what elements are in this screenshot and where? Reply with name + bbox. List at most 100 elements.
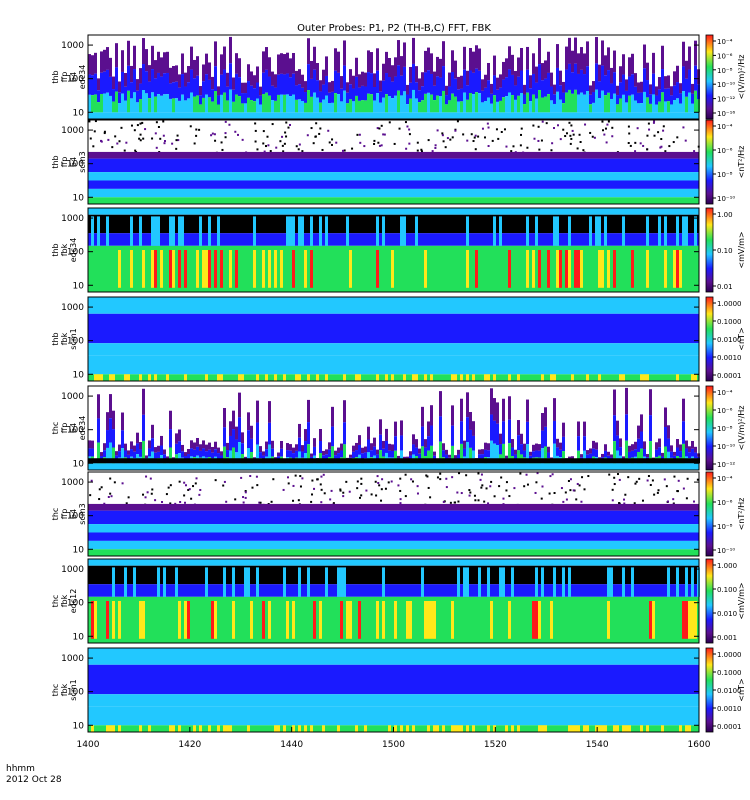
colorbar-label: <nT> xyxy=(737,678,746,701)
panel-label-line: fbk xyxy=(60,594,69,607)
panel-label-line: 64 xyxy=(69,509,78,519)
y-tick-label: 1000 xyxy=(61,392,84,402)
colorbar-tick-label: 10⁻⁶ xyxy=(717,52,733,60)
colorbar-tick-label: 0.0100 xyxy=(717,687,742,695)
spectrogram-image xyxy=(88,386,700,470)
x-tick-label: 1500 xyxy=(382,740,405,750)
panel-label-line: thc xyxy=(51,595,60,608)
x-tick-label: 1400 xyxy=(77,740,100,750)
colorbar-tick-label: 10⁻⁸ xyxy=(717,67,733,75)
y-tick-label: 1000 xyxy=(61,41,84,51)
y-tick-label: 100 xyxy=(67,688,84,698)
x-tick-label: 1520 xyxy=(484,740,507,750)
colorbar-tick-label: 10⁻⁸ xyxy=(717,171,733,179)
spectrogram-image xyxy=(88,120,700,204)
panel-3: 1000 100 10 thb fbk edc34 1.00 0.10 0.01 <mV/m> xyxy=(51,207,746,293)
colorbar xyxy=(705,119,714,205)
colorbar-tick-label: 0.01 xyxy=(717,283,733,291)
panel-4: 1000 100 10 thb fbk scm1 1.0000 0.1000 0.0100 0.0… xyxy=(51,296,746,382)
colorbar-label: <(V/m)²/Hz xyxy=(737,405,746,450)
colorbar-label: <nT> xyxy=(737,327,746,350)
y-tick-label: 10 xyxy=(73,193,85,203)
x-tick-label: 1600 xyxy=(688,740,711,750)
y-tick-label: 1000 xyxy=(61,126,84,136)
colorbar-tick-label: 10⁻⁴ xyxy=(717,38,733,46)
spectrogram-image xyxy=(88,559,700,643)
panel-1: 1000 100 10 thb ffp 64 edc34 10⁻⁴ 10⁻⁶ 10⁻⁸ 10⁻¹⁰ 1… xyxy=(51,34,746,120)
spectrogram-image xyxy=(88,472,699,556)
colorbar-label: <nT²/Hz xyxy=(737,146,746,179)
panel-label-line: thb xyxy=(51,70,60,83)
colorbar-tick-label: 0.1000 xyxy=(717,318,742,326)
colorbar-tick-label: 0.010 xyxy=(717,610,737,618)
colorbar-tick-label: 10⁻⁴ xyxy=(717,123,733,131)
colorbar-tick-label: 10⁻¹⁰ xyxy=(717,547,735,555)
colorbar-tick-label: 0.10 xyxy=(717,247,733,255)
panel-label-line: scm1 xyxy=(69,328,78,349)
colorbar-tick-label: 10⁻⁴ xyxy=(717,389,733,397)
x-tick-label: 1540 xyxy=(586,740,609,750)
y-tick-label: 10 xyxy=(73,545,85,555)
y-tick-label: 10 xyxy=(73,370,85,380)
y-tick-label: 100 xyxy=(67,248,84,258)
spectrogram-image xyxy=(88,297,699,381)
y-tick-label: 1000 xyxy=(61,565,84,575)
colorbar-tick-label: 10⁻⁶ xyxy=(717,407,733,415)
y-tick-label: 100 xyxy=(67,160,84,170)
colorbar-tick-label: 1.0000 xyxy=(717,651,742,659)
panel-label-line: thb xyxy=(51,243,60,256)
colorbar xyxy=(705,471,714,557)
colorbar-tick-label: 1.0000 xyxy=(717,300,742,308)
colorbar-tick-label: 0.001 xyxy=(717,634,737,642)
y-tick-label: 1000 xyxy=(61,214,84,224)
panel-6: 1000 100 10 thc ffp 64 scm3 10⁻⁴ 10⁻⁶ 10⁻⁸ 10⁻¹⁰ <n… xyxy=(51,471,746,557)
colorbar-label: <mV/m> xyxy=(737,582,746,619)
colorbar xyxy=(705,385,714,471)
colorbar-tick-label: 10⁻¹⁰ xyxy=(717,195,735,203)
colorbar-tick-label: 10⁻⁴ xyxy=(717,475,733,483)
y-tick-label: 10 xyxy=(73,721,85,731)
panel-label-line: 64 xyxy=(69,157,78,167)
panel-label-line: edc34 xyxy=(69,238,78,263)
x-axis-label-hhmm: hhmm xyxy=(6,764,35,774)
colorbar-tick-label: 10⁻¹⁰ xyxy=(717,81,735,89)
colorbar xyxy=(705,34,714,120)
colorbar-tick-label: 10⁻¹⁶ xyxy=(717,110,735,118)
x-tick-label: 1420 xyxy=(178,740,201,750)
panel-label-line: 64 xyxy=(69,72,78,82)
panel-label-line: edc34 xyxy=(78,65,87,90)
panel-2: 1000 100 10 thb ffp 64 scm3 10⁻⁴ 10⁻⁶ 10⁻⁸ 10⁻¹⁰ <n… xyxy=(51,119,746,205)
colorbar xyxy=(705,647,714,733)
colorbar xyxy=(705,207,714,293)
colorbar-label: <mV/m> xyxy=(737,231,746,268)
panel-8: 1000 100 10 thc fbk scm1 1.0000 0.1000 0.0100 0.0… xyxy=(51,647,746,733)
y-tick-label: 1000 xyxy=(61,478,84,488)
colorbar xyxy=(705,296,714,382)
panel-label-line: thc xyxy=(51,422,60,435)
colorbar-tick-label: 10⁻¹² xyxy=(717,461,735,469)
panel-label-line: ffp xyxy=(60,157,69,168)
y-tick-label: 1000 xyxy=(61,303,84,313)
time-axis: 1400 1420 1440 1500 1520 1540 1600 xyxy=(77,727,711,750)
panel-label-line: fbk xyxy=(60,683,69,696)
colorbar-tick-label: 10⁻⁸ xyxy=(717,425,733,433)
spectrogram-image xyxy=(88,648,699,732)
panel-label-line: scm3 xyxy=(78,151,87,172)
y-tick-label: 10 xyxy=(73,108,85,118)
spectrogram-image xyxy=(88,35,700,119)
panel-label-line: scm3 xyxy=(78,503,87,524)
colorbar-tick-label: 0.0010 xyxy=(717,354,742,362)
y-tick-label: 10 xyxy=(73,459,85,469)
chart-title: Outer Probes: P1, P2 (TH-B,C) FFT, FBK xyxy=(297,23,491,34)
colorbar-tick-label: 1.00 xyxy=(717,211,733,219)
panel-5: 1000 100 10 thc ffp 64 edc34 10⁻⁴ 10⁻⁶ 10⁻⁸ 10⁻¹⁰ 1… xyxy=(51,385,746,471)
panel-label-line: thb xyxy=(51,155,60,168)
colorbar-tick-label: 10⁻⁸ xyxy=(717,523,733,531)
panel-label-line: fbk xyxy=(60,243,69,256)
panel-label-line: ffp xyxy=(60,423,69,434)
colorbar-tick-label: 0.1000 xyxy=(717,669,742,677)
panel-label-line: edc34 xyxy=(78,416,87,441)
panel-7: 1000 100 10 thc fbk edc12 1.000 0.100 0.010 0.001… xyxy=(51,558,746,644)
